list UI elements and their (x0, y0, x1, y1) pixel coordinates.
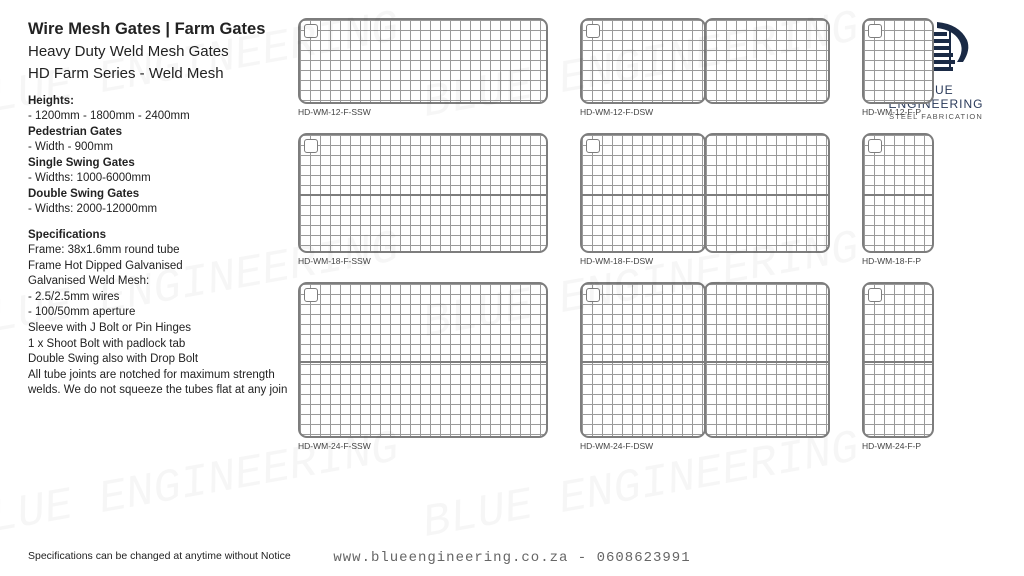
single-value: - Widths: 1000-6000mm (28, 171, 288, 187)
single-label: Single Swing Gates (28, 156, 288, 172)
spec-line: - 100/50mm aperture (28, 305, 288, 321)
gate-label: HD-WM-18-F-SSW (298, 256, 371, 266)
gate-label: HD-WM-18-F-DSW (580, 256, 653, 266)
heights-label: Heights: (28, 94, 288, 110)
spec-line: 1 x Shoot Bolt with padlock tab (28, 337, 288, 353)
gate-ssw (298, 133, 548, 253)
spec-line: Double Swing also with Drop Bolt (28, 352, 288, 368)
gate-dsw (580, 133, 830, 253)
spec-line: Galvanised Weld Mesh: (28, 274, 288, 290)
gate-ssw (298, 282, 548, 438)
gate-pedestrian (862, 18, 934, 104)
gate-pedestrian (862, 282, 934, 438)
gate-dsw (580, 18, 830, 104)
double-value: - Widths: 2000-12000mm (28, 202, 288, 218)
gate-label: HD-WM-12-F-DSW (580, 107, 653, 117)
gate-pedestrian (862, 133, 934, 253)
subtitle-2: HD Farm Series - Weld Mesh (28, 64, 288, 84)
spec-note: All tube joints are notched for maximum … (28, 368, 288, 399)
page-title: Wire Mesh Gates | Farm Gates (28, 18, 288, 40)
gate-label: HD-WM-24-F-DSW (580, 441, 653, 451)
spec-line: Sleeve with J Bolt or Pin Hinges (28, 321, 288, 337)
gate-dsw (580, 282, 830, 438)
spec-line: Frame Hot Dipped Galvanised (28, 259, 288, 275)
gate-grid: HD-WM-12-F-SSWHD-WM-12-F-DSWHD-WM-12-F-P… (298, 18, 1004, 451)
heights-value: - 1200mm - 1800mm - 2400mm (28, 109, 288, 125)
gate-label: HD-WM-12-F-SSW (298, 107, 371, 117)
spec-line: Frame: 38x1.6mm round tube (28, 243, 288, 259)
pedestrian-value: - Width - 900mm (28, 140, 288, 156)
spec-line: - 2.5/2.5mm wires (28, 290, 288, 306)
subtitle-1: Heavy Duty Weld Mesh Gates (28, 42, 288, 62)
logo-tag: STEEL FABRICATION (876, 112, 996, 121)
spec-sidebar: Wire Mesh Gates | Farm Gates Heavy Duty … (28, 18, 288, 568)
gate-label: HD-WM-24-F-SSW (298, 441, 371, 451)
double-label: Double Swing Gates (28, 187, 288, 203)
gate-label: HD-WM-18-F-P (862, 256, 921, 266)
pedestrian-label: Pedestrian Gates (28, 125, 288, 141)
gate-label: HD-WM-24-F-P (862, 441, 921, 451)
spec-label: Specifications (28, 228, 288, 244)
footer-contact: www.blueengineering.co.za - 0608623991 (0, 550, 1024, 566)
gate-ssw (298, 18, 548, 104)
